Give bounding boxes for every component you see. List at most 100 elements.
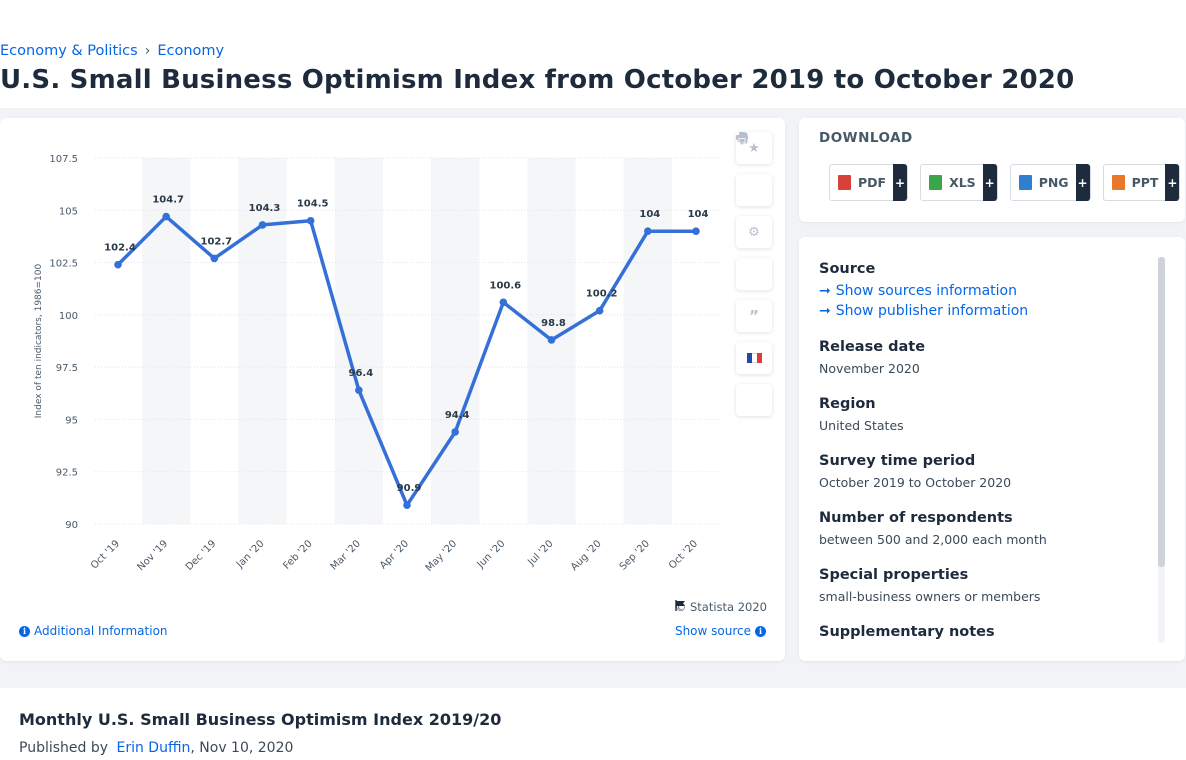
language-button[interactable] [736,342,772,374]
x-tick-label: Nov '19 [136,538,171,573]
chart-toolbar: ★ ⚙ ” [736,132,772,426]
download-card: DOWNLOAD PDF + XLS + PNG + PPT + [799,118,1185,222]
details-scrollbar[interactable] [1158,257,1165,643]
print-button[interactable] [736,132,772,416]
data-label: 104.7 [152,195,184,206]
column-band [623,158,672,524]
survey-period-value: October 2019 to October 2020 [819,475,1012,490]
breadcrumb-item-economy[interactable]: Economy [157,43,225,59]
x-tick-label: Sep '20 [618,538,652,572]
data-label: 102.7 [201,236,233,247]
data-point [547,336,556,344]
download-ppt-button[interactable]: PPT + [1102,164,1181,201]
data-point [355,386,363,394]
breadcrumb-separator: › [144,43,151,59]
x-tick-label: Oct '20 [667,538,700,571]
data-point [306,216,315,225]
chart-card: 90 92.5 95 97.5 100 102.5 105 107.5 Index of ten… [0,118,785,661]
x-tick-label: Jan '20 [234,538,267,571]
additional-information-label: Additional Information [34,624,168,638]
published-by: Published by Erin Duffin, Nov 10, 2020 [19,740,293,756]
show-sources-link[interactable]: ➞ Show sources information [819,283,1149,299]
respondents-label: Number of respondents [819,510,1013,526]
share-button[interactable] [736,132,772,290]
statistic-details-card: Source ➞ Show sources information ➞ Show p… [799,237,1185,661]
x-tick-label: May '20 [424,538,460,574]
source-label: Source [819,261,876,277]
data-label: 100.2 [586,289,618,300]
copyright-text: © Statista 2020 [674,600,767,614]
data-label: 104.3 [249,203,281,214]
cite-button[interactable]: ” [736,300,772,332]
source-section: Source ➞ Show sources information ➞ Show p… [819,261,1149,319]
data-point [644,227,652,235]
data-label: 98.8 [541,318,566,329]
download-pdf-label: PDF [858,175,887,190]
show-source-link[interactable]: Show source i [675,624,766,638]
download-png-label: PNG [1038,175,1069,190]
supplementary-notes-label: Supplementary notes [819,624,995,640]
breadcrumb-item-economy-politics[interactable]: Economy & Politics [0,43,138,59]
show-publisher-link[interactable]: ➞ Show publisher information [819,303,1149,319]
y-tick-label: 102.5 [49,259,78,270]
special-properties-section: Special properties small-business owners… [819,567,1149,604]
respondents-value: between 500 and 2,000 each month [819,532,1047,547]
series-line [116,214,698,507]
y-tick-label: 107.5 [49,154,78,165]
special-properties-label: Special properties [819,567,969,583]
release-date-value: November 2020 [819,361,920,376]
download-png-button[interactable]: PNG + [1009,164,1091,201]
x-tick-label: Aug '20 [569,538,604,573]
region-section: Region United States [819,396,1149,433]
release-date-section: Release date November 2020 [819,339,1149,376]
gear-icon: ⚙ [748,224,760,240]
arrow-right-icon: ➞ [819,303,831,319]
data-label: 94.4 [445,410,470,421]
show-sources-label: Show sources information [835,283,1017,299]
y-tick-label: 97.5 [56,363,78,374]
png-file-icon [1018,175,1032,190]
y-tick-label: 105 [59,206,78,217]
author-link[interactable]: Erin Duffin [116,740,191,756]
survey-period-section: Survey time period October 2019 to Octob… [819,453,1149,490]
column-band [334,158,383,524]
x-tick-label: Jun '20 [475,538,508,571]
plus-icon: + [1075,164,1090,201]
y-tick-label: 100 [59,311,78,322]
french-flag-icon [746,353,762,363]
page-title: U.S. Small Business Optimism Index from … [0,65,1075,95]
survey-period-label: Survey time period [819,453,976,469]
data-point [162,212,170,221]
x-tick-label: Feb '20 [281,538,314,571]
header-band [0,0,1186,108]
download-buttons: PDF + XLS + PNG + PPT + [829,164,1181,201]
data-point [114,260,122,269]
download-title: DOWNLOAD [819,130,913,146]
data-label: 104.5 [297,199,329,210]
additional-information-link[interactable]: i Additional Information [19,624,168,638]
data-point [210,254,219,263]
special-properties-value: small-business owners or members [819,589,1041,604]
details-list: Source ➞ Show sources information ➞ Show p… [819,261,1149,660]
release-date-label: Release date [819,339,926,355]
x-tick-label: Dec '19 [184,538,219,573]
show-source-label: Show source [674,624,751,638]
column-band [431,158,480,524]
data-point [595,306,604,315]
report-flag-icon[interactable] [675,600,686,611]
download-xls-button[interactable]: XLS + [920,164,998,201]
y-tick-label: 90 [65,520,78,531]
plus-icon: + [1165,164,1180,201]
scrollbar-thumb[interactable] [1158,257,1165,567]
notification-button[interactable] [736,133,772,206]
data-point [258,221,267,229]
line-chart: 90 92.5 95 97.5 100 102.5 105 107.5 Index of ten… [34,154,720,574]
settings-button[interactable]: ⚙ [736,216,772,248]
published-prefix: Published by [19,740,109,756]
x-tick-label: Mar '20 [329,538,363,572]
x-tick-label: Jul '20 [525,538,555,568]
y-tick-label: 95 [65,415,78,426]
breadcrumb: Economy & Politics › Economy [0,43,224,59]
region-label: Region [819,396,876,412]
download-pdf-button[interactable]: PDF + [829,164,909,201]
